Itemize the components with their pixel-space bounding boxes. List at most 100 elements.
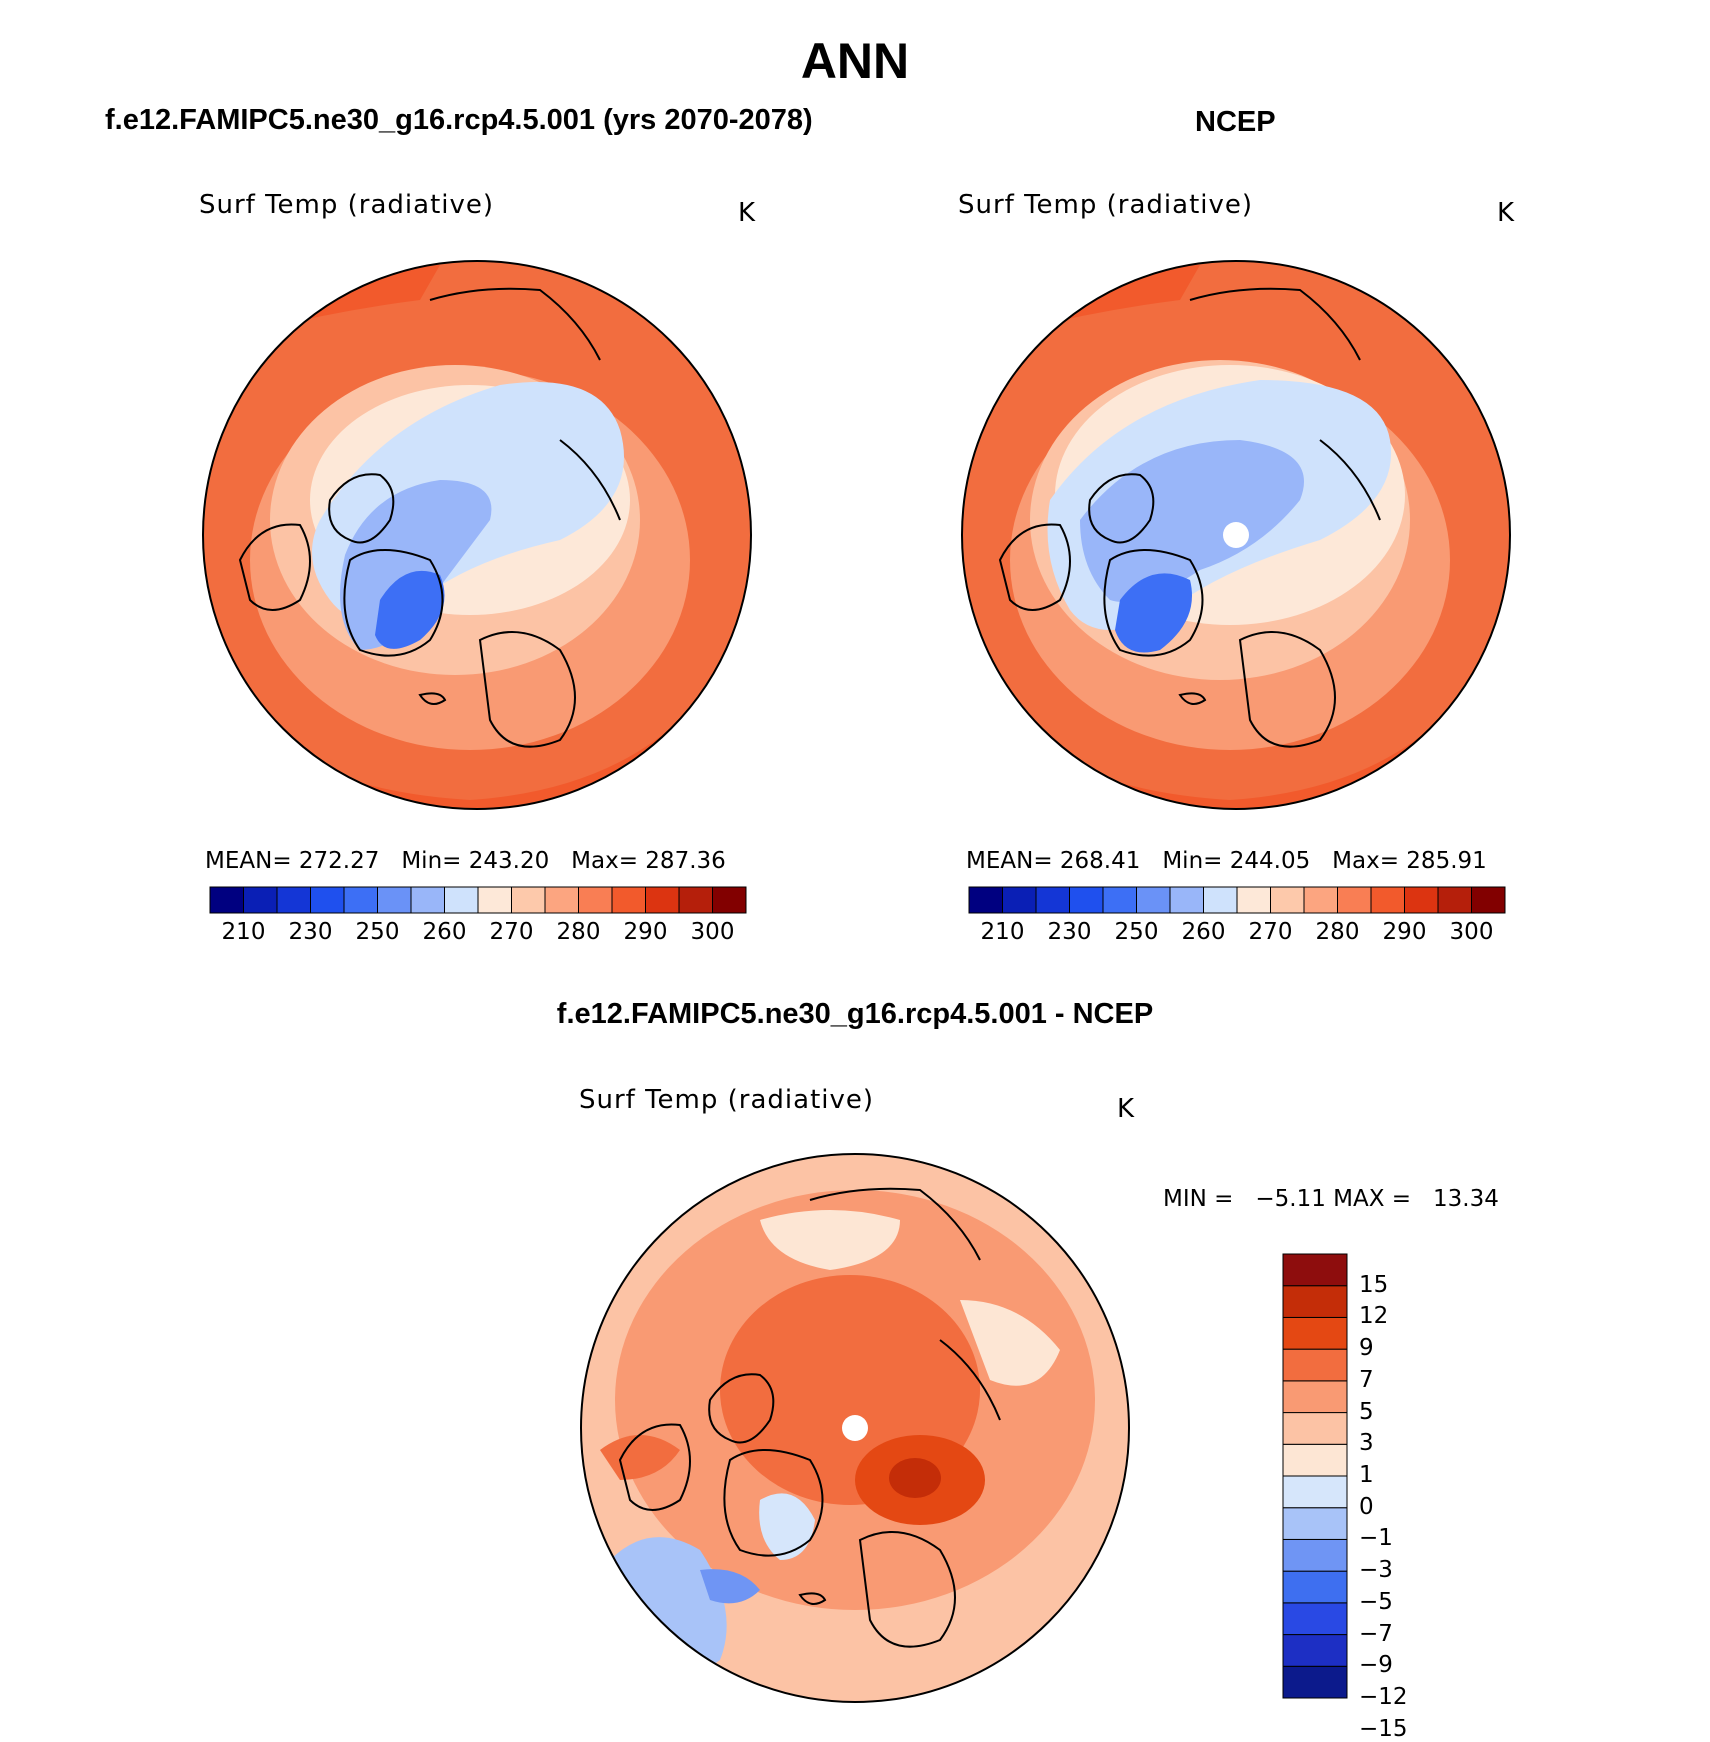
- obs-variable-label: Surf Temp (radiative): [958, 190, 1254, 220]
- diff-max-value: 13.34: [1433, 1186, 1499, 1212]
- model-colorbar-swatch: [544, 886, 579, 914]
- obs-colorbar-tick-label: 270: [1248, 919, 1293, 945]
- model-coastlines: [238, 287, 621, 748]
- obs-colorbar-tick-label: 280: [1315, 919, 1360, 945]
- model-max-value: 287.36: [645, 848, 726, 874]
- model-min-value: 243.20: [468, 848, 550, 874]
- obs-units-label: K: [1497, 198, 1516, 228]
- model-colorbar-swatch: [310, 886, 345, 914]
- diff-stats: MIN = −5.11 MAX = 13.34: [1163, 1186, 1499, 1212]
- model-mean-value: 272.27: [298, 848, 380, 874]
- model-colorbar-swatch: [243, 886, 278, 914]
- diff-colorbar-tick-label: −9: [1359, 1652, 1393, 1679]
- model-panel-title: f.e12.FAMIPC5.ne30_g16.rcp4.5.001 (yrs 2…: [105, 104, 813, 136]
- diff-colorbar-swatch: [1282, 1507, 1348, 1540]
- obs-coastlines: [998, 287, 1381, 748]
- diff-colorbar-swatch: [1282, 1253, 1348, 1287]
- model-colorbar-tick-label: 210: [221, 919, 266, 945]
- obs-max-label: Max=: [1332, 848, 1399, 874]
- diff-max-label: MAX =: [1333, 1186, 1412, 1212]
- model-colorbar-tick-label: 280: [556, 919, 601, 945]
- obs-map-fill: [962, 261, 1510, 809]
- diff-colorbar-tick-label: −3: [1359, 1557, 1393, 1584]
- obs-panel-title: NCEP: [1195, 106, 1276, 138]
- diff-colorbar-swatch: [1282, 1316, 1348, 1350]
- diff-map-fill: [581, 1154, 1129, 1702]
- diff-variable-label: Surf Temp (radiative): [579, 1085, 875, 1115]
- obs-colorbar-tick-label: 260: [1181, 919, 1226, 945]
- diff-colorbar-tick-label: −12: [1359, 1684, 1408, 1710]
- diff-colorbar-swatch: [1282, 1570, 1348, 1604]
- diff-coastlines: [618, 1187, 1001, 1648]
- diff-colorbar-tick-label: 0: [1359, 1493, 1374, 1520]
- obs-colorbar-swatch: [1270, 886, 1305, 914]
- obs-map-border: [961, 260, 1511, 810]
- figure: { "figure_title": "ANN", "colors": { "ab…: [105, 33, 1516, 1742]
- obs-colorbar-swatch: [1136, 886, 1171, 914]
- diff-colorbar-swatch: [1282, 1348, 1348, 1382]
- diff-colorbar-tick-label: 5: [1359, 1398, 1374, 1425]
- obs-mean-label: MEAN=: [966, 848, 1053, 874]
- model-colorbar-tick-label: 250: [355, 919, 400, 945]
- diff-colorbar-tick-label: 3: [1359, 1430, 1374, 1457]
- obs-colorbar-swatch: [1169, 886, 1204, 914]
- diff-colorbar-swatch: [1282, 1475, 1348, 1509]
- model-colorbar-swatch: [477, 886, 512, 914]
- model-colorbar-tick-label: 300: [690, 919, 735, 945]
- diff-colorbar-tick-label: 15: [1359, 1271, 1389, 1298]
- obs-colorbar-swatch: [968, 886, 1003, 914]
- diff-panel-title: f.e12.FAMIPC5.ne30_g16.rcp4.5.001 - NCEP: [556, 998, 1154, 1030]
- model-map-border: [202, 260, 752, 810]
- obs-max-value: 285.91: [1406, 848, 1487, 874]
- diff-colorbar-tick-label: 9: [1359, 1335, 1374, 1362]
- obs-colorbar-swatch: [1002, 886, 1037, 914]
- obs-stats: MEAN= 268.41 Min= 244.05 Max= 285.91: [966, 848, 1487, 874]
- diff-colorbar-swatch: [1282, 1285, 1348, 1318]
- model-mean-label: MEAN=: [205, 848, 292, 874]
- obs-colorbar-swatch: [1303, 886, 1338, 914]
- model-colorbar-swatch: [645, 886, 680, 914]
- model-colorbar-swatch: [377, 886, 412, 914]
- obs-colorbar-swatch: [1370, 886, 1405, 914]
- obs-colorbar-tick-label: 210: [980, 919, 1025, 945]
- model-colorbar: [209, 886, 747, 914]
- obs-colorbar-tick-label: 290: [1382, 919, 1427, 945]
- diff-colorbar-swatch: [1282, 1380, 1348, 1414]
- diff-colorbar-swatch: [1282, 1443, 1348, 1477]
- diff-min-label: MIN =: [1163, 1186, 1234, 1212]
- diff-colorbar-swatch: [1282, 1634, 1348, 1667]
- model-colorbar-swatch: [410, 886, 445, 914]
- diff-colorbar-tick-label: 1: [1359, 1462, 1374, 1488]
- model-map: [202, 260, 752, 810]
- model-colorbar-tick-label: 290: [623, 919, 668, 945]
- model-variable-label: Surf Temp (radiative): [199, 190, 495, 220]
- obs-colorbar-swatch: [1404, 886, 1439, 914]
- obs-colorbar-swatch: [1203, 886, 1238, 914]
- diff-colorbar-swatch: [1282, 1412, 1348, 1445]
- diff-colorbar-tick-label: −1: [1359, 1525, 1393, 1552]
- diff-colorbar-tick-label: 7: [1359, 1366, 1374, 1393]
- model-colorbar-swatch: [209, 886, 244, 914]
- diff-units-label: K: [1117, 1094, 1136, 1124]
- diff-map: [580, 1153, 1130, 1703]
- model-colorbar-swatch: [611, 886, 646, 914]
- obs-colorbar-tick-label: 300: [1449, 919, 1494, 945]
- diff-colorbar-swatch: [1282, 1602, 1348, 1636]
- obs-min-value: 244.05: [1229, 848, 1311, 874]
- obs-colorbar-tick-label: 250: [1114, 919, 1159, 945]
- model-map-fill: [203, 261, 751, 809]
- model-colorbar-swatch: [444, 886, 479, 914]
- figure-title: ANN: [800, 33, 910, 89]
- diff-colorbar: [1282, 1253, 1348, 1699]
- obs-colorbar: [968, 886, 1506, 914]
- obs-colorbar-swatch: [1069, 886, 1104, 914]
- diff-colorbar-tick-label: −5: [1359, 1588, 1393, 1615]
- obs-colorbar-swatch: [1437, 886, 1472, 914]
- model-colorbar-swatch: [578, 886, 613, 914]
- model-colorbar-tick-label: 230: [288, 919, 333, 945]
- obs-colorbar-tick-label: 230: [1047, 919, 1092, 945]
- obs-map: [961, 260, 1511, 810]
- model-units-label: K: [738, 198, 757, 228]
- diff-colorbar-swatch: [1282, 1665, 1348, 1699]
- model-colorbar-swatch: [678, 886, 713, 914]
